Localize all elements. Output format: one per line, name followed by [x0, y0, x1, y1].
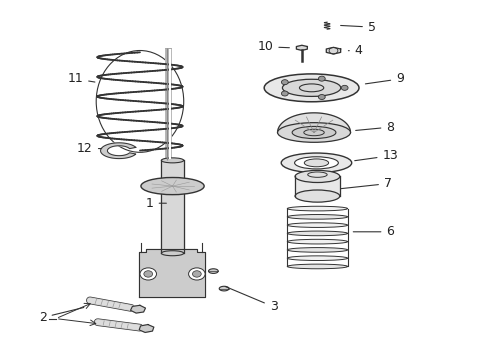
Ellipse shape: [264, 74, 358, 102]
Ellipse shape: [208, 269, 218, 273]
Text: 9: 9: [365, 72, 403, 85]
Circle shape: [143, 271, 152, 277]
Polygon shape: [296, 45, 307, 50]
Text: 3: 3: [224, 287, 277, 313]
Ellipse shape: [282, 79, 340, 96]
Circle shape: [188, 268, 204, 280]
Text: 1: 1: [145, 197, 166, 210]
Ellipse shape: [294, 157, 338, 169]
Ellipse shape: [294, 170, 339, 183]
Circle shape: [281, 80, 287, 85]
Ellipse shape: [219, 286, 228, 291]
Text: 5: 5: [340, 21, 375, 33]
Text: 8: 8: [355, 121, 393, 134]
Circle shape: [192, 271, 201, 277]
Polygon shape: [139, 325, 154, 332]
Ellipse shape: [294, 190, 339, 202]
Text: 11: 11: [67, 72, 95, 85]
Text: 12: 12: [77, 142, 102, 155]
Text: 6: 6: [352, 225, 393, 238]
Ellipse shape: [304, 159, 328, 167]
Circle shape: [140, 268, 156, 280]
Ellipse shape: [161, 251, 183, 256]
Ellipse shape: [287, 215, 347, 219]
Text: 10: 10: [257, 40, 289, 53]
Polygon shape: [277, 113, 350, 132]
Ellipse shape: [277, 123, 350, 142]
Ellipse shape: [287, 239, 347, 244]
Ellipse shape: [287, 223, 347, 228]
Circle shape: [318, 76, 325, 81]
Ellipse shape: [291, 126, 335, 139]
Ellipse shape: [287, 231, 347, 236]
Circle shape: [318, 95, 325, 99]
Ellipse shape: [287, 206, 347, 211]
Ellipse shape: [287, 264, 347, 269]
Text: 7: 7: [341, 177, 391, 190]
Polygon shape: [101, 143, 136, 158]
Ellipse shape: [161, 158, 183, 163]
Ellipse shape: [287, 256, 347, 261]
Ellipse shape: [281, 153, 351, 173]
Text: 4: 4: [348, 44, 362, 57]
Polygon shape: [130, 305, 145, 313]
Polygon shape: [139, 249, 204, 297]
Text: 13: 13: [354, 149, 397, 162]
Polygon shape: [325, 48, 340, 54]
Text: 2: 2: [39, 307, 83, 324]
Ellipse shape: [287, 248, 347, 252]
Ellipse shape: [141, 177, 203, 195]
Circle shape: [341, 85, 347, 90]
Circle shape: [281, 91, 287, 96]
